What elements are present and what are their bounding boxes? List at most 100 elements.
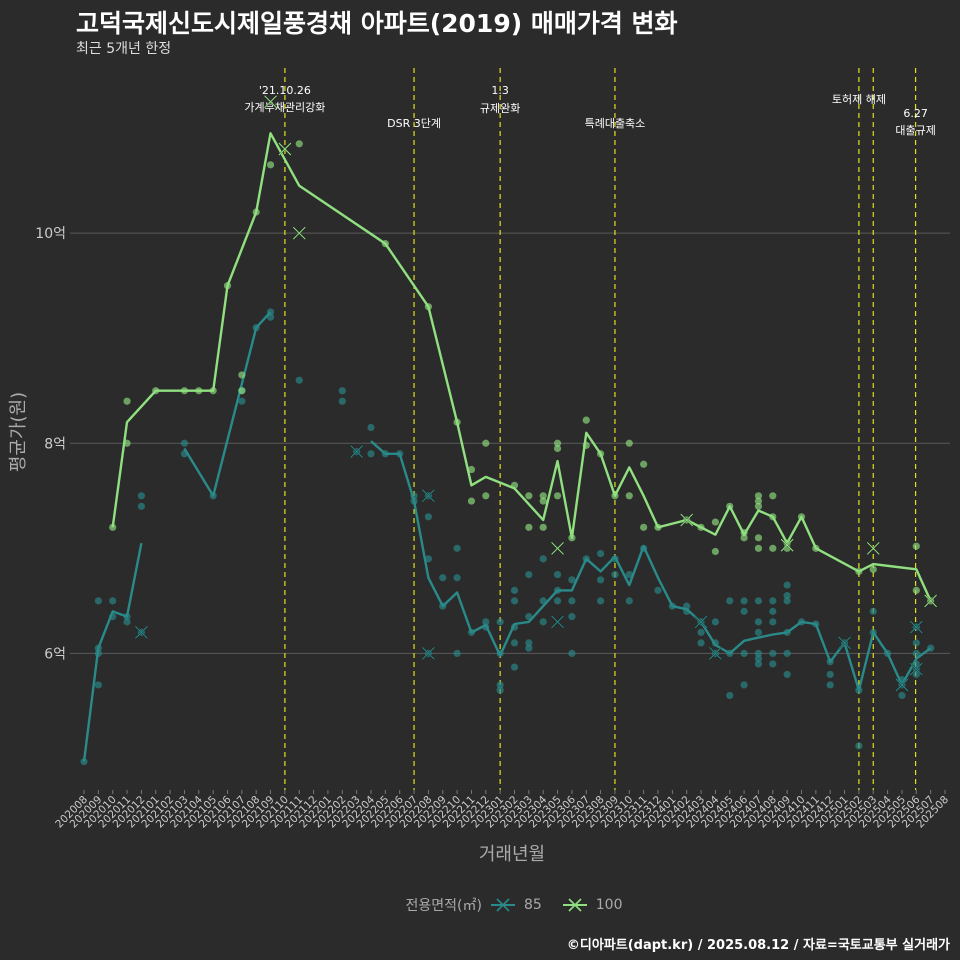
event-label: 6.27	[903, 107, 928, 120]
event-label: '21.10.26	[259, 84, 311, 97]
x-marker	[550, 541, 565, 555]
data-point	[711, 547, 720, 556]
event-label: 특례대출축소	[585, 117, 646, 130]
y-tick-label: 10억	[35, 226, 66, 242]
data-point	[539, 523, 547, 531]
data-point	[826, 670, 834, 679]
data-point	[740, 681, 748, 689]
data-point	[338, 387, 346, 395]
data-point	[754, 502, 763, 510]
data-point	[769, 607, 777, 615]
x-marker-stroke	[350, 445, 364, 459]
data-point	[783, 581, 791, 589]
data-point	[439, 574, 447, 582]
data-point	[754, 492, 763, 500]
data-point	[539, 492, 547, 500]
data-point	[482, 618, 490, 626]
data-point	[467, 465, 476, 474]
data-point	[697, 639, 705, 647]
data-point	[912, 649, 920, 658]
data-point	[137, 502, 145, 510]
data-point	[783, 649, 791, 658]
x-marker-stroke	[866, 541, 880, 555]
data-point	[94, 681, 102, 689]
data-point	[123, 618, 131, 626]
event-label: 토허제 해제	[832, 92, 886, 106]
x-marker-stroke	[780, 538, 794, 552]
data-point	[912, 670, 920, 679]
x-axis-ticks: 2020082020092020102020112020122021012021…	[53, 790, 951, 830]
x-marker	[780, 538, 794, 552]
x-marker	[278, 142, 292, 156]
data-point	[553, 492, 562, 500]
data-point	[769, 649, 777, 658]
data-point	[568, 597, 576, 605]
data-point	[553, 571, 562, 579]
x-marker-stroke	[135, 626, 148, 639]
data-point	[539, 618, 547, 626]
x-marker-stroke	[551, 541, 564, 555]
source-caption: ©디아파트(dapt.kr) / 2025.08.12 / 자료=국토교통부 실…	[566, 938, 950, 953]
x-marker	[421, 489, 435, 503]
data-point	[769, 618, 777, 626]
data-point	[367, 450, 375, 458]
data-point	[525, 523, 533, 531]
data-point	[568, 576, 576, 584]
x-axis-label: 거래년월	[479, 844, 545, 865]
data-point	[568, 613, 576, 621]
data-point	[525, 639, 533, 647]
data-point	[553, 439, 562, 447]
data-point	[726, 691, 734, 700]
data-point	[295, 140, 303, 148]
data-point	[553, 597, 562, 605]
data-point	[424, 513, 432, 521]
x-marker-stroke	[895, 678, 909, 692]
data-point	[912, 586, 920, 594]
data-point	[726, 597, 734, 605]
data-point	[654, 586, 662, 594]
data-point	[640, 460, 648, 468]
x-marker-stroke	[422, 647, 435, 660]
x-marker	[837, 636, 852, 650]
data-point	[338, 397, 346, 405]
data-point	[80, 758, 88, 766]
legend-key-100	[562, 898, 587, 912]
data-point	[367, 423, 375, 432]
event-label: DSR 3단계	[387, 117, 441, 130]
x-marker	[909, 620, 923, 634]
data-point	[266, 161, 275, 169]
data-point	[754, 628, 763, 636]
data-point	[453, 649, 461, 658]
data-point	[539, 497, 547, 505]
x-marker	[134, 625, 148, 639]
data-point	[238, 371, 246, 379]
data-point	[453, 544, 461, 552]
data-point	[754, 597, 763, 605]
data-point	[754, 655, 763, 663]
data-point	[754, 660, 763, 668]
x-marker	[909, 662, 923, 676]
data-point	[525, 492, 533, 500]
data-point	[869, 565, 877, 573]
event-label: 가계부채관리강화	[244, 101, 325, 114]
series-line	[183, 311, 272, 497]
data-point	[640, 523, 648, 531]
legend-label-100: 100	[595, 897, 623, 913]
data-point	[137, 492, 145, 500]
y-tick-label: 6억	[44, 646, 66, 662]
data-point	[467, 497, 476, 505]
data-point	[539, 555, 547, 563]
data-point	[769, 660, 777, 668]
data-point	[180, 439, 189, 447]
gridlines	[70, 232, 950, 654]
x-marker	[924, 594, 938, 608]
data-point	[783, 592, 791, 600]
data-point	[496, 618, 504, 626]
data-point	[625, 439, 633, 447]
x-marker-stroke	[551, 615, 564, 629]
data-point	[754, 534, 763, 542]
series-line	[111, 132, 932, 602]
series-line	[370, 440, 932, 692]
x-marker	[292, 226, 306, 240]
